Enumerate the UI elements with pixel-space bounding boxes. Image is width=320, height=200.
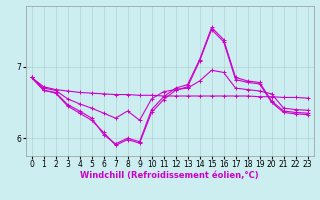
X-axis label: Windchill (Refroidissement éolien,°C): Windchill (Refroidissement éolien,°C): [80, 171, 259, 180]
